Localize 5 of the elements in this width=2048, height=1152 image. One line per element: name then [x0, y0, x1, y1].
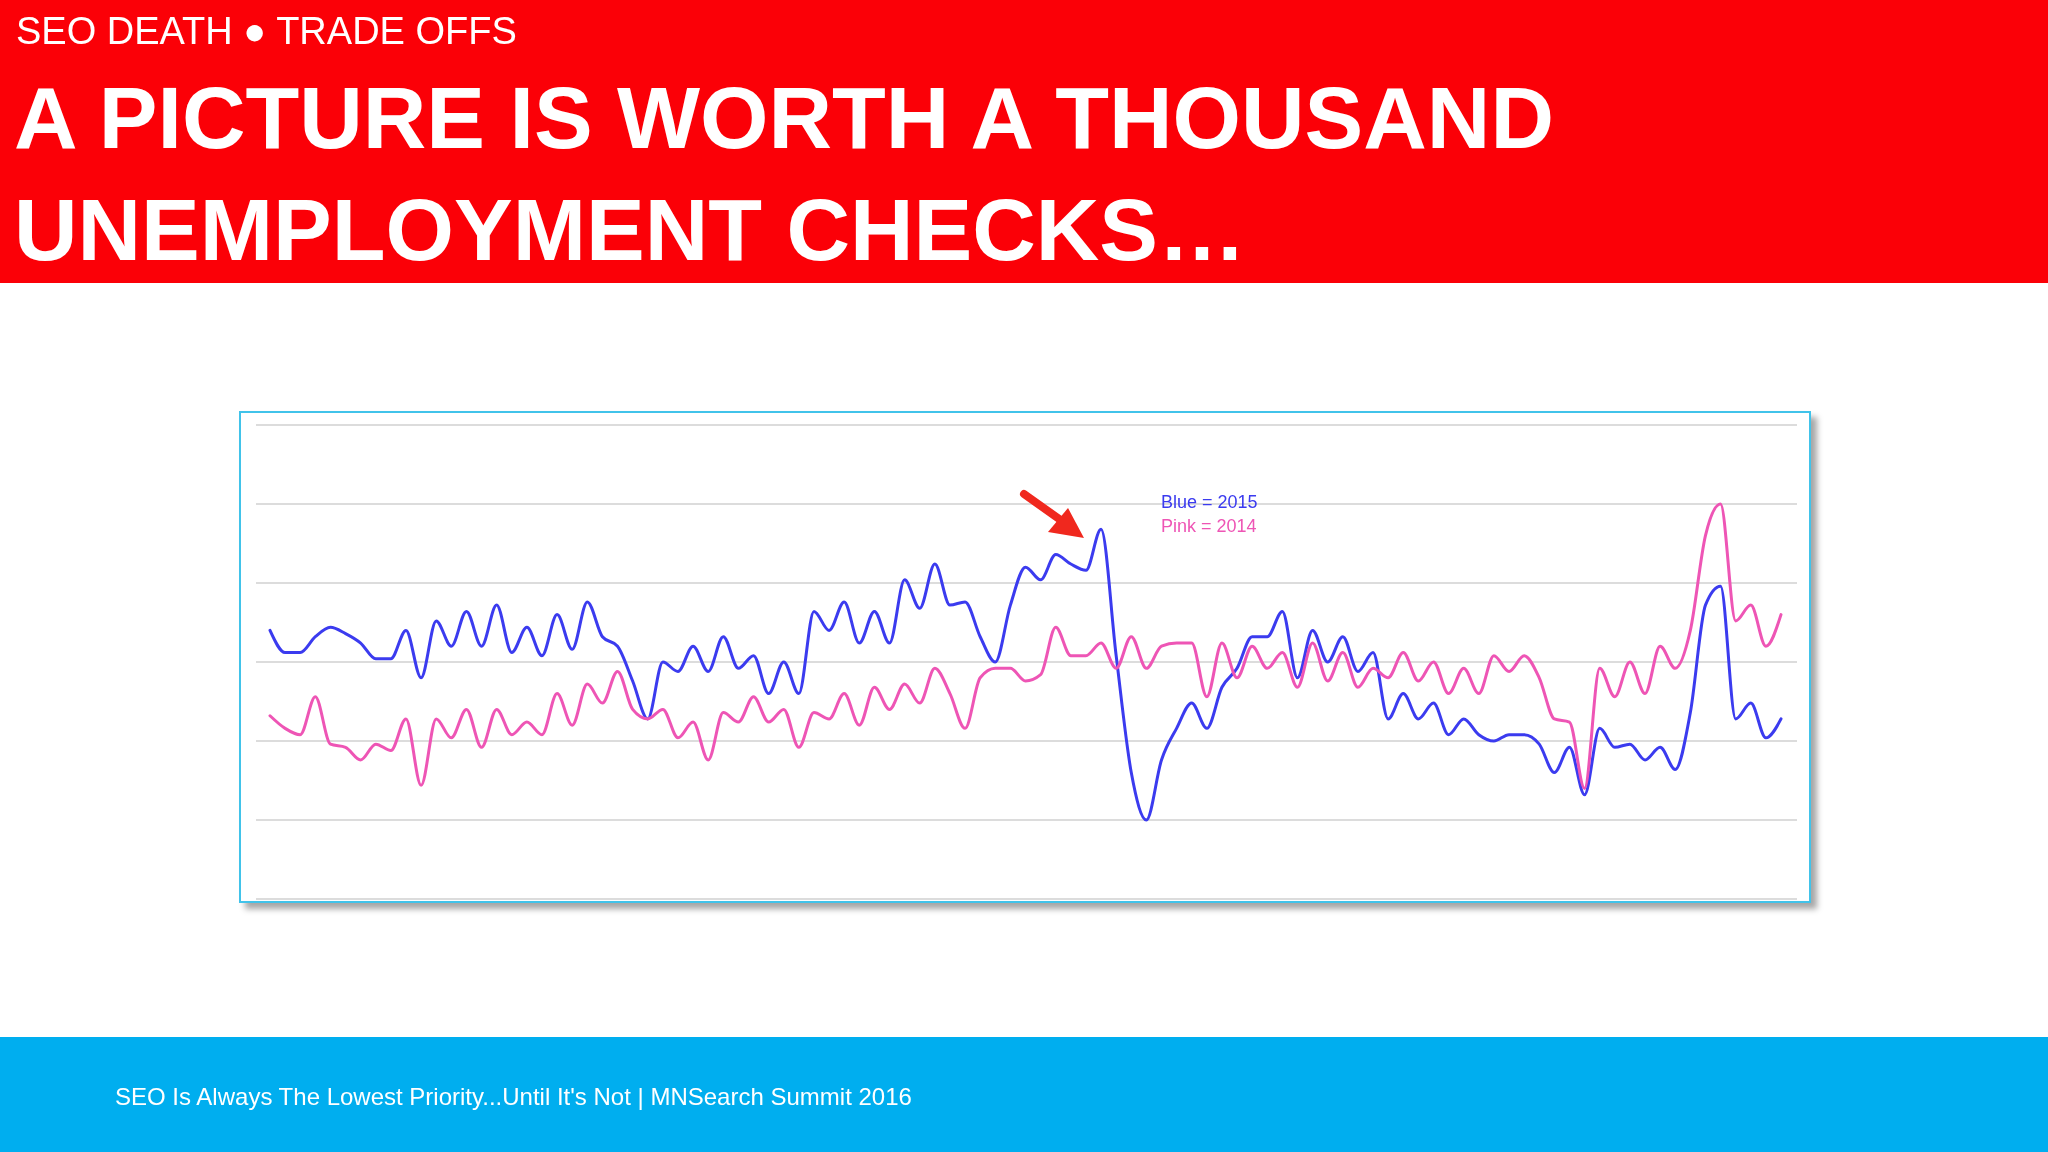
chart-subtitle: SEO DEATH ● TRADE OFFS: [16, 10, 517, 53]
chart-title: A PICTURE IS WORTH A THOUSAND UNEMPLOYMENT CHECKS…: [14, 67, 1555, 281]
text: Pink = 2014: [1161, 515, 1258, 538]
text: Blue = 2015: [1161, 491, 1258, 514]
text: SEO Is Always The Lowest Priority...Until It's Not | MNSearch Summit 2016: [115, 1083, 912, 1111]
